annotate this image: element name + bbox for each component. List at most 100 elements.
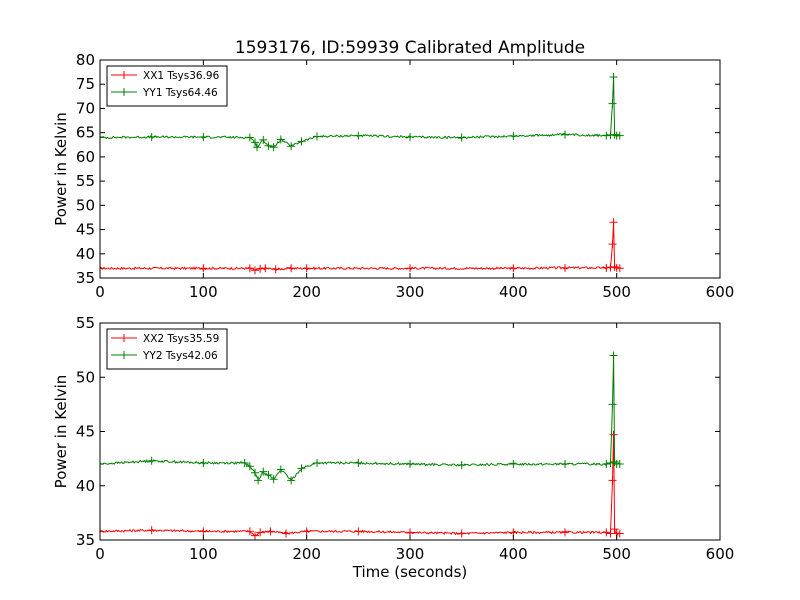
data-point	[282, 529, 290, 538]
data-point	[602, 460, 611, 469]
data-point	[147, 526, 156, 535]
data-point	[606, 458, 615, 467]
data-point	[240, 458, 249, 467]
data-point	[251, 138, 259, 147]
chart-title: 1593176, ID:59939 Calibrated Amplitude	[235, 38, 585, 58]
data-point	[615, 529, 624, 538]
legend-label: YY1 Tsys64.46	[142, 87, 218, 99]
data-point	[610, 262, 619, 271]
y-tick-label: 55	[76, 172, 95, 190]
data-point	[266, 527, 275, 536]
legend-label: YY2 Tsys42.06	[142, 350, 218, 362]
data-point	[608, 99, 617, 108]
legend-box	[106, 65, 228, 107]
x-tick-label: 300	[396, 545, 425, 563]
y-tick-label: 75	[76, 75, 95, 93]
data-point	[147, 133, 156, 142]
data-point	[610, 525, 619, 534]
data-point	[509, 460, 518, 469]
data-point	[509, 132, 518, 141]
x-tick-label: 200	[292, 283, 321, 301]
x-tick-label: 500	[602, 283, 631, 301]
data-point	[264, 470, 273, 479]
series-line-2	[100, 355, 621, 482]
series-line-1	[100, 434, 621, 537]
y-tick-label: 35	[76, 269, 95, 287]
legend: XX1 Tsys36.96 YY1 Tsys64.46	[106, 65, 228, 107]
data-point	[100, 264, 104, 273]
data-point	[609, 72, 618, 81]
y-tick-label: 65	[76, 124, 95, 142]
data-point	[509, 264, 518, 273]
data-point	[609, 430, 618, 439]
data-point	[199, 458, 208, 467]
legend: XX2 Tsys35.59 YY2 Tsys42.06	[106, 328, 228, 370]
data-point	[609, 218, 618, 227]
data-point	[251, 468, 259, 477]
legend-marker	[120, 88, 128, 96]
data-point	[302, 264, 311, 273]
data-point	[313, 132, 321, 141]
data-point	[354, 131, 363, 140]
data-point	[251, 531, 259, 540]
data-point	[245, 527, 254, 536]
data-point	[259, 467, 268, 476]
y-tick-label: 80	[76, 51, 95, 69]
legend-box	[106, 328, 228, 370]
data-point	[608, 240, 617, 249]
data-point	[297, 137, 306, 146]
data-point	[253, 143, 262, 152]
legend-label: XX2 Tsys35.59	[143, 333, 219, 345]
y-tick-label: 40	[76, 245, 95, 263]
x-tick-label: 400	[499, 283, 528, 301]
data-point	[276, 135, 285, 144]
data-point	[287, 476, 296, 485]
y-tick-label: 35	[76, 531, 95, 549]
data-point	[245, 264, 254, 273]
data-point	[276, 465, 285, 474]
x-tick-label: 600	[706, 545, 735, 563]
x-tick-label: 500	[602, 545, 631, 563]
y-tick-label: 60	[76, 148, 95, 166]
data-point	[199, 133, 208, 142]
data-point	[254, 476, 263, 485]
y-axis-label: Power in Kelvin	[52, 112, 70, 226]
data-point	[602, 528, 611, 537]
data-point	[406, 264, 414, 273]
data-point	[610, 457, 619, 466]
legend-marker	[120, 71, 128, 79]
y-tick-label: 40	[76, 477, 95, 495]
data-point	[608, 400, 617, 409]
y-tick-label: 50	[76, 368, 95, 386]
x-axis-label: Time (seconds)	[352, 563, 468, 581]
data-point	[615, 131, 624, 140]
y-tick-label: 45	[76, 221, 95, 239]
x-tick-label: 400	[499, 545, 528, 563]
data-point	[259, 135, 268, 144]
x-tick-label: 0	[95, 283, 105, 301]
data-point	[406, 133, 414, 142]
data-point	[561, 130, 569, 139]
y-axis-label: Power in Kelvin	[52, 375, 70, 489]
data-point	[561, 460, 569, 469]
legend-label: XX1 Tsys36.96	[143, 70, 220, 82]
data-point	[406, 460, 414, 469]
data-point	[354, 527, 363, 536]
data-point	[609, 351, 618, 360]
data-point	[199, 527, 208, 536]
data-point	[245, 133, 254, 142]
data-point	[269, 143, 278, 152]
y-tick-label: 50	[76, 196, 95, 214]
x-tick-label: 300	[396, 283, 425, 301]
data-point	[615, 460, 624, 469]
data-point	[147, 456, 156, 465]
data-point	[615, 264, 624, 273]
data-point	[287, 264, 296, 273]
data-point	[561, 528, 569, 537]
legend-marker	[120, 351, 128, 359]
data-point	[608, 476, 617, 485]
x-tick-label: 200	[292, 545, 321, 563]
data-point	[256, 528, 265, 537]
data-point	[269, 475, 278, 484]
